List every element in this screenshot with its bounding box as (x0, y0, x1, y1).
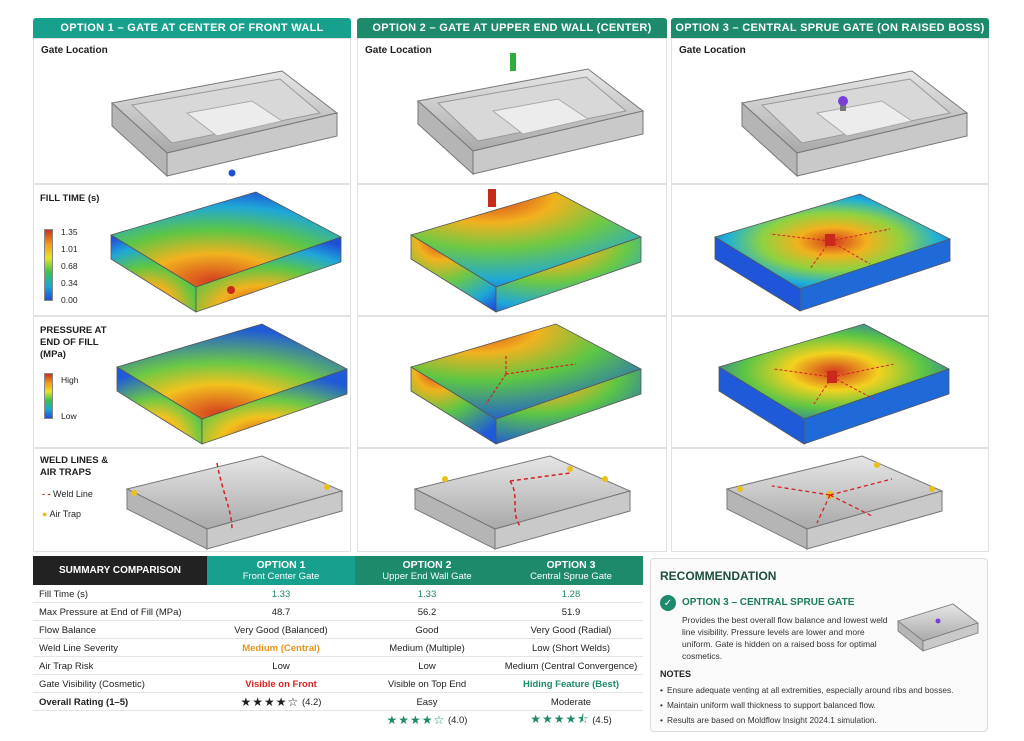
option1-header: OPTION 1 – GATE AT CENTER OF FRONT WALL (33, 18, 351, 38)
table-row: Air Trap Risk Low Low Medium (Central Co… (33, 657, 643, 675)
fill-tick-5: 0.00 (61, 295, 78, 305)
notes-title: NOTES (660, 669, 692, 679)
option2-fill-panel (357, 184, 667, 316)
pressure-high: High (61, 375, 79, 385)
fill-tick-4: 0.34 (61, 278, 78, 288)
gate-location-label: Gate Location (41, 45, 108, 56)
rating-option1: ★★★★☆ (4.2) (240, 695, 322, 709)
table-row: Gate Visibility (Cosmetic) Visible on Fr… (33, 675, 643, 693)
recommended-option: OPTION 3 – CENTRAL SPRUE GATE (682, 597, 855, 608)
gate-location-label: Gate Location (679, 45, 746, 56)
option2-pressure-panel (357, 316, 667, 448)
recommendation-text: Provides the best overall flow balance a… (682, 615, 888, 661)
housing-part-image (740, 70, 969, 178)
air-trap-text: Air Trap (49, 509, 81, 519)
check-circle-icon: ✓ (660, 595, 676, 611)
rating-option2: ★★★★☆ (4.0) (386, 713, 468, 727)
fill-time-scale (44, 229, 53, 301)
option3-fill-panel (671, 184, 989, 316)
option3-pressure-panel (671, 316, 989, 448)
option2-header: OPTION 2 – GATE AT UPPER END WALL (CENTE… (357, 18, 667, 38)
housing-part-image (416, 53, 645, 176)
air-trap-legend: ● Air Trap (42, 509, 81, 519)
weld-line-text: Weld Line (53, 489, 93, 499)
summary-option2-head: OPTION 2 Upper End Wall Gate (355, 556, 499, 585)
fill-time-label: FILL TIME (s) (40, 193, 100, 204)
pressure-plot (718, 323, 951, 445)
fill-time-plot (714, 193, 952, 312)
table-row: Fill Time (s) 1.33 1.33 1.28 (33, 585, 643, 603)
table-row: ★★★★☆ (4.0) ★★★★⯪ (4.5) (33, 711, 643, 729)
weld-plot (725, 455, 944, 550)
pressure-low: Low (61, 411, 77, 421)
summary-comparison-table: SUMMARY COMPARISON OPTION 1 Front Center … (33, 556, 643, 732)
weld-line-legend: - - Weld Line (42, 489, 93, 499)
recommendation-title: RECOMMENDATION (660, 569, 777, 583)
option3-header: OPTION 3 – CENTRAL SPRUE GATE (ON RAISED… (671, 18, 989, 38)
pressure-plot (116, 323, 349, 445)
weld-plot (125, 455, 344, 550)
recommendation-panel: RECOMMENDATION ✓ OPTION 3 – CENTRAL SPRU… (650, 558, 988, 732)
option3-gate-panel: Gate Location (671, 38, 989, 184)
fill-tick-2: 1.01 (61, 244, 78, 254)
pressure-plot (410, 323, 643, 445)
option1-pressure-panel: PRESSURE AT END OF FILL (MPa) High Low (33, 316, 351, 448)
housing-part-image (110, 70, 339, 178)
fill-tick-1: 1.35 (61, 227, 78, 237)
fill-time-plot (410, 189, 643, 313)
fill-tick-3: 0.68 (61, 261, 78, 271)
pressure-scale (44, 373, 53, 419)
table-row: Weld Line Severity Medium (Central) Medi… (33, 639, 643, 657)
summary-option1-head: OPTION 1 Front Center Gate (207, 556, 355, 585)
option1-weld-panel: WELD LINES & AIR TRAPS - - Weld Line ● A… (33, 448, 351, 552)
option1-fill-panel: FILL TIME (s) 1.35 1.01 0.68 0.34 0.00 (33, 184, 351, 316)
note-item: Results are based on Moldflow Insight 20… (660, 715, 877, 725)
summary-option3-head: OPTION 3 Central Sprue Gate (499, 556, 643, 585)
table-row: Max Pressure at End of Fill (MPa) 48.7 5… (33, 603, 643, 621)
rating-option3: ★★★★⯪ (4.5) (530, 711, 612, 726)
gate-location-label: Gate Location (365, 45, 432, 56)
gate-marker (228, 169, 236, 177)
table-row: Overall Rating (1–5) ★★★★☆ (4.2) Easy Mo… (33, 693, 643, 711)
option1-gate-panel: Gate Location (33, 38, 351, 184)
option3-weld-panel (671, 448, 989, 552)
note-item: Maintain uniform wall thickness to suppo… (660, 700, 876, 710)
summary-title: SUMMARY COMPARISON (33, 556, 207, 585)
weld-label: WELD LINES & AIR TRAPS (40, 455, 109, 478)
fill-time-plot (110, 191, 343, 313)
weld-plot (413, 455, 632, 550)
option2-gate-panel: Gate Location (357, 38, 667, 184)
note-item: Ensure adequate venting at all extremiti… (660, 685, 953, 695)
housing-thumbnail (897, 603, 979, 652)
pressure-label: PRESSURE AT END OF FILL (MPa) (40, 325, 107, 360)
table-row: Flow Balance Very Good (Balanced) Good V… (33, 621, 643, 639)
option2-weld-panel (357, 448, 667, 552)
